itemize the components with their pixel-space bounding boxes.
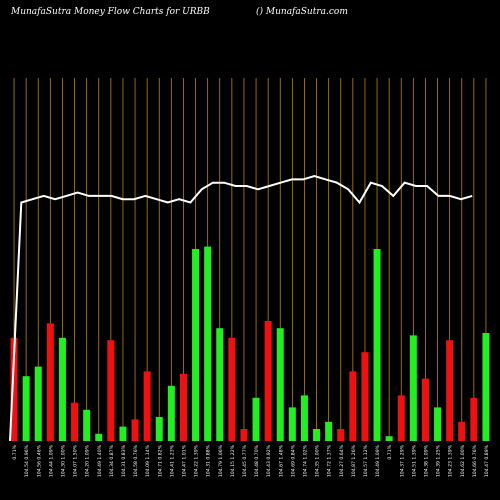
bar-down	[228, 337, 236, 441]
tick-label: 104.69 0.84%	[290, 444, 296, 477]
bar-up	[252, 397, 260, 441]
bar-up	[288, 407, 296, 441]
bar-up	[385, 436, 393, 441]
bar-down	[349, 371, 357, 441]
tick-label: 104.71 0.82%	[157, 444, 163, 477]
tick-label: 104.31 0.88%	[206, 444, 212, 477]
site-credit: () MunafaSutra.com	[256, 7, 348, 17]
bar-up	[434, 407, 442, 441]
tick-label: 0.71%	[387, 444, 393, 459]
tick-label: 104.49 1.40%	[97, 444, 103, 477]
bar-up	[83, 409, 91, 441]
bar-up	[34, 366, 42, 441]
money-flow-line	[9, 174, 473, 442]
bar-down	[397, 395, 405, 441]
tick-label: 104.58 0.76%	[133, 444, 139, 477]
bar-down	[470, 397, 478, 441]
bar-up	[300, 395, 308, 441]
bar-up	[22, 376, 30, 441]
tick-label: 104.09 1.14%	[145, 444, 151, 477]
tick-label: 104.37 1.29%	[399, 444, 405, 477]
tick-label: 104.15 1.22%	[230, 444, 236, 477]
bar-down	[361, 352, 369, 441]
tick-label: 104.74 1.02%	[302, 444, 308, 477]
bar-up	[119, 426, 127, 441]
bar-up	[313, 429, 321, 441]
tick-label: 104.07 1.50%	[73, 444, 79, 477]
bar-down	[10, 337, 18, 441]
tick-label: 104.22 1.39%	[194, 444, 200, 477]
tick-label: 104.51 1.39%	[411, 444, 417, 477]
bar-up	[192, 249, 200, 441]
bar-up	[58, 337, 66, 441]
bar-down	[46, 323, 54, 441]
bar-up	[155, 417, 163, 441]
tick-label: 104.38 1.09%	[423, 444, 429, 477]
tick-label: 104.57 1.12%	[363, 444, 369, 477]
bar-down	[337, 429, 345, 441]
tick-label: 104.31 0.83%	[121, 444, 127, 477]
bar-down	[458, 421, 466, 441]
bar-down	[421, 378, 429, 441]
tick-label: 104.62 1.00%	[460, 444, 466, 477]
bar-down	[143, 371, 151, 441]
tick-label: 104.49 1.09%	[375, 444, 381, 477]
bar-down	[240, 429, 248, 441]
bar-down	[446, 340, 454, 441]
tick-label: 0.71%	[12, 444, 18, 459]
tick-label: 104.45 0.77%	[242, 444, 248, 477]
bar-down	[179, 373, 187, 441]
tick-label: 104.47 1.01%	[181, 444, 187, 477]
bar-down	[71, 402, 79, 441]
bar-up	[216, 328, 224, 441]
tick-label: 104.34 0.87%	[109, 444, 115, 477]
bar-up	[482, 333, 490, 441]
bar-up	[409, 335, 417, 441]
tick-label: 104.54 0.96%	[24, 444, 30, 477]
chart-title: MunafaSutra Money Flow Charts for URBB	[11, 7, 210, 17]
bar-up	[373, 249, 381, 441]
tick-label: 104.67 1.48%	[278, 444, 284, 477]
tick-label: 104.79 1.06%	[218, 444, 224, 477]
bar-down	[107, 340, 115, 441]
bar-up	[325, 421, 333, 441]
tick-label: 104.41 1.23%	[169, 444, 175, 477]
tick-label: 104.30 1.00%	[60, 444, 66, 477]
bar-down	[131, 419, 139, 441]
bar-up	[276, 328, 284, 441]
bar-down	[264, 321, 272, 441]
tick-label: 104.87 1.26%	[351, 444, 357, 477]
tick-label: 104.43 0.92%	[266, 444, 272, 477]
tick-label: 104.47 0.89%	[484, 444, 490, 477]
tick-label: 104.44 1.09%	[48, 444, 54, 477]
tick-label: 104.20 1.09%	[85, 444, 91, 477]
bar-up	[167, 385, 175, 441]
tick-label: 104.72 1.37%	[327, 444, 333, 477]
bar-up	[204, 246, 212, 441]
tick-label: 104.56 0.46%	[36, 444, 42, 477]
tick-label: 104.39 1.25%	[436, 444, 442, 477]
tick-label: 104.66 0.76%	[472, 444, 478, 477]
bar-up	[95, 433, 103, 441]
tick-label: 104.27 0.64%	[339, 444, 345, 477]
tick-label: 104.23 1.39%	[448, 444, 454, 477]
tick-label: 104.35 1.00%	[315, 444, 321, 477]
tick-label: 104.48 0.70%	[254, 444, 260, 477]
